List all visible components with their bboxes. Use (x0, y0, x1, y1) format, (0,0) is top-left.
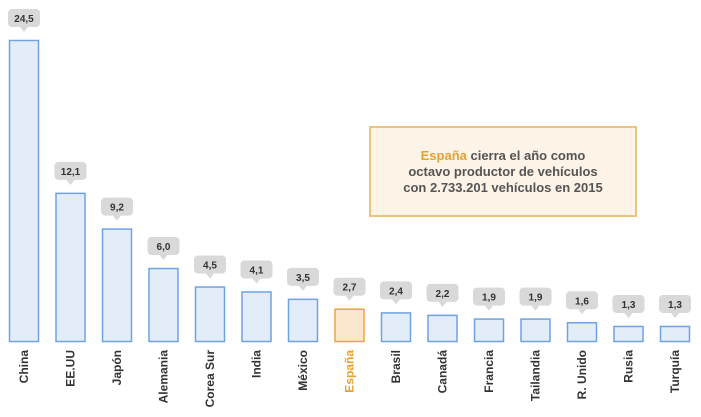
annotation-box: España cierra el año como octavo product… (369, 126, 637, 217)
data-label-Japón: 9,2 (101, 197, 133, 221)
x-tick-label: Francia (482, 350, 496, 393)
bar-India (241, 291, 272, 343)
svg-text:12,1: 12,1 (61, 167, 81, 178)
x-tick-label: España (343, 350, 357, 393)
annotation-highlight: España (420, 147, 467, 163)
x-tick-label: EE.UU (64, 350, 78, 387)
data-label-México: 3,5 (287, 267, 319, 291)
x-tick-label: Alemania (157, 350, 171, 404)
x-tick-label: Tailandia (529, 350, 543, 401)
x-tick-label: Turquía (668, 350, 682, 393)
data-label-Alemania: 6,0 (147, 237, 180, 261)
svg-text:24,5: 24,5 (14, 14, 34, 25)
data-label-India: 4,1 (240, 260, 273, 284)
bar-México (287, 298, 319, 343)
bar-R. Unido (566, 322, 598, 343)
bar-Tailandia (520, 318, 551, 343)
x-tick-label: Canadá (436, 350, 450, 394)
svg-text:3,5: 3,5 (296, 273, 310, 284)
bar-Rusia (613, 325, 644, 343)
svg-text:4,5: 4,5 (203, 261, 217, 272)
svg-text:4,1: 4,1 (250, 265, 264, 276)
bar-EE.UU (55, 192, 86, 343)
data-label-Rusia: 1,3 (612, 294, 645, 318)
bar-Alemania (148, 267, 179, 343)
svg-text:2,2: 2,2 (436, 289, 450, 300)
bar-Corea Sur (194, 286, 226, 343)
bar-Francia (473, 318, 505, 343)
data-label-Canadá: 2,2 (426, 283, 459, 307)
x-tick-label: Rusia (622, 350, 636, 383)
x-tick-label: China (17, 350, 31, 384)
svg-text:1,3: 1,3 (668, 300, 682, 311)
annotation-text: cierra el año como octavo productor de v… (403, 147, 603, 195)
x-tick-label: México (296, 350, 310, 391)
data-label-EE.UU: 12,1 (54, 161, 87, 185)
svg-text:6,0: 6,0 (157, 242, 171, 253)
svg-text:9,2: 9,2 (110, 203, 124, 214)
data-label-Francia: 1,9 (473, 287, 505, 311)
data-label-España: 2,7 (333, 277, 366, 301)
data-label-Corea Sur: 4,5 (194, 255, 226, 279)
svg-text:1,6: 1,6 (575, 296, 589, 307)
svg-text:2,7: 2,7 (343, 283, 357, 294)
x-tick-label: R. Unido (575, 350, 589, 399)
data-label-Tailandia: 1,9 (519, 287, 552, 311)
svg-text:1,3: 1,3 (622, 300, 636, 311)
data-label-Turquía: 1,3 (659, 294, 691, 318)
bar-España (334, 308, 365, 343)
x-tick-label: India (250, 350, 264, 378)
bar-Brasil (380, 312, 412, 343)
bar-Canadá (427, 314, 458, 343)
data-label-Brasil: 2,4 (380, 281, 412, 305)
svg-text:1,9: 1,9 (482, 293, 496, 304)
svg-text:2,4: 2,4 (389, 286, 403, 297)
x-tick-label: Brasil (389, 350, 403, 383)
bar-Japón (101, 228, 133, 343)
bar-Turquía (659, 325, 691, 343)
svg-text:1,9: 1,9 (529, 293, 543, 304)
x-tick-label: Japón (110, 350, 124, 385)
x-tick-label: Corea Sur (203, 350, 217, 408)
bar-China (8, 39, 40, 343)
data-label-R. Unido: 1,6 (566, 291, 598, 315)
data-label-China: 24,5 (8, 9, 40, 32)
